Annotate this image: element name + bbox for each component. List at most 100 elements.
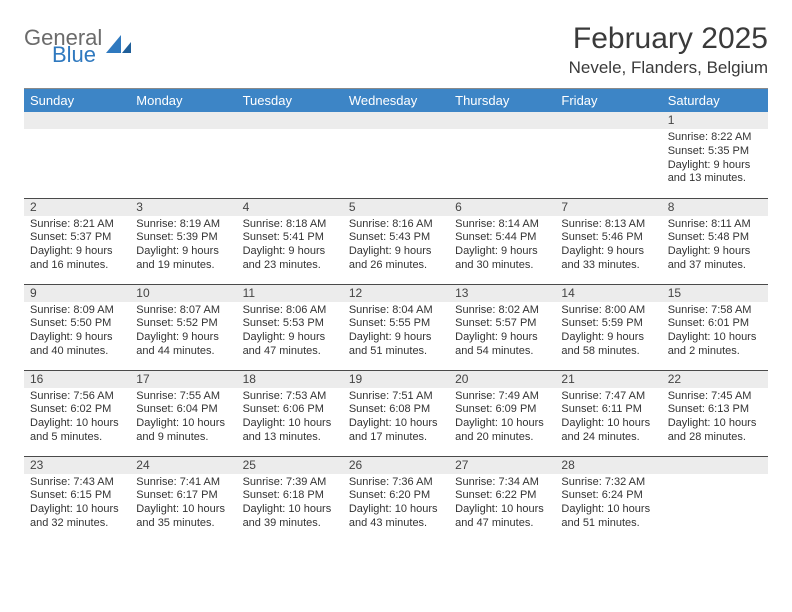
day-detail-line: Sunset: 5:43 PM [349,231,443,245]
logo-text: General Blue [24,28,102,66]
day-detail-line: Sunset: 6:15 PM [30,489,124,503]
day-detail-line: Sunset: 5:48 PM [668,231,762,245]
calendar-cell [343,112,449,198]
header: General Blue February 2025 Nevele, Fland… [24,22,768,78]
day-header: Tuesday [237,89,343,112]
calendar-cell: 23 Sunrise: 7:43 AMSunset: 6:15 PMDayligh… [24,456,130,542]
day-detail-line: Sunrise: 8:07 AM [136,304,230,318]
day-detail-line: Daylight: 9 hours and 47 minutes. [243,331,337,359]
day-number [130,112,236,129]
day-number [555,112,661,129]
day-number: 21 [555,371,661,388]
day-details: Sunrise: 8:00 AMSunset: 5:59 PMDaylight:… [559,304,657,359]
day-detail-line: Daylight: 9 hours and 26 minutes. [349,245,443,273]
day-detail-line: Sunrise: 8:18 AM [243,218,337,232]
day-details: Sunrise: 8:21 AMSunset: 5:37 PMDaylight:… [28,218,126,273]
day-detail-line: Sunrise: 8:09 AM [30,304,124,318]
calendar-body: 1Sunrise: 8:22 AMSunset: 5:35 PMDaylight… [24,112,768,542]
day-number: 23 [24,457,130,474]
day-detail-line: Daylight: 10 hours and 5 minutes. [30,417,124,445]
day-detail-line: Daylight: 10 hours and 20 minutes. [455,417,549,445]
day-detail-line: Daylight: 10 hours and 51 minutes. [561,503,655,531]
calendar-cell: 6 Sunrise: 8:14 AMSunset: 5:44 PMDaylight… [449,198,555,284]
day-number: 7 [555,199,661,216]
day-details: Sunrise: 8:18 AMSunset: 5:41 PMDaylight:… [241,218,339,273]
day-number: 25 [237,457,343,474]
day-details: Sunrise: 8:22 AMSunset: 5:35 PMDaylight:… [666,131,764,186]
day-details: Sunrise: 8:19 AMSunset: 5:39 PMDaylight:… [134,218,232,273]
calendar-cell [130,112,236,198]
day-detail-line: Sunset: 6:13 PM [668,403,762,417]
calendar-cell: 3Sunrise: 8:19 AMSunset: 5:39 PMDaylight… [130,198,236,284]
day-detail-line: Sunrise: 7:51 AM [349,390,443,404]
day-number: 20 [449,371,555,388]
day-details: Sunrise: 7:55 AMSunset: 6:04 PMDaylight:… [134,390,232,445]
day-details: Sunrise: 7:49 AMSunset: 6:09 PMDaylight:… [453,390,551,445]
day-detail-line: Sunrise: 8:11 AM [668,218,762,232]
day-detail-line: Daylight: 9 hours and 37 minutes. [668,245,762,273]
day-details: Sunrise: 8:09 AMSunset: 5:50 PMDaylight:… [28,304,126,359]
calendar-week: 1Sunrise: 8:22 AMSunset: 5:35 PMDaylight… [24,112,768,198]
day-detail-line: Sunset: 5:50 PM [30,317,124,331]
day-details: Sunrise: 7:51 AMSunset: 6:08 PMDaylight:… [347,390,445,445]
day-details: Sunrise: 8:16 AMSunset: 5:43 PMDaylight:… [347,218,445,273]
day-number: 28 [555,457,661,474]
day-detail-line: Sunset: 5:39 PM [136,231,230,245]
day-detail-line: Sunset: 6:11 PM [561,403,655,417]
day-header: Friday [555,89,661,112]
day-detail-line: Sunset: 6:20 PM [349,489,443,503]
calendar-cell: 28Sunrise: 7:32 AMSunset: 6:24 PMDayligh… [555,456,661,542]
day-detail-line: Daylight: 9 hours and 33 minutes. [561,245,655,273]
day-details: Sunrise: 8:06 AMSunset: 5:53 PMDaylight:… [241,304,339,359]
day-details: Sunrise: 7:45 AMSunset: 6:13 PMDaylight:… [666,390,764,445]
day-number: 6 [449,199,555,216]
day-detail-line: Sunrise: 8:22 AM [668,131,762,145]
day-number: 8 [662,199,768,216]
day-detail-line: Sunrise: 7:43 AM [30,476,124,490]
calendar-cell: 19Sunrise: 7:51 AMSunset: 6:08 PMDayligh… [343,370,449,456]
day-detail-line: Sunrise: 8:02 AM [455,304,549,318]
day-detail-line: Sunrise: 8:14 AM [455,218,549,232]
location: Nevele, Flanders, Belgium [569,58,768,78]
day-header: Saturday [662,89,768,112]
day-details: Sunrise: 8:13 AMSunset: 5:46 PMDaylight:… [559,218,657,273]
day-number: 13 [449,285,555,302]
day-detail-line: Daylight: 9 hours and 13 minutes. [668,159,762,187]
day-number: 22 [662,371,768,388]
calendar-cell: 5Sunrise: 8:16 AMSunset: 5:43 PMDaylight… [343,198,449,284]
day-detail-line: Daylight: 10 hours and 17 minutes. [349,417,443,445]
day-detail-line: Sunset: 5:53 PM [243,317,337,331]
day-detail-line: Daylight: 10 hours and 28 minutes. [668,417,762,445]
day-header: Sunday [24,89,130,112]
day-number: 10 [130,285,236,302]
day-detail-line: Daylight: 9 hours and 44 minutes. [136,331,230,359]
calendar-cell: 2Sunrise: 8:21 AMSunset: 5:37 PMDaylight… [24,198,130,284]
day-detail-line: Sunset: 6:18 PM [243,489,337,503]
day-details: Sunrise: 8:02 AMSunset: 5:57 PMDaylight:… [453,304,551,359]
logo: General Blue [24,28,132,66]
day-details: Sunrise: 7:58 AMSunset: 6:01 PMDaylight:… [666,304,764,359]
calendar-cell [24,112,130,198]
day-detail-line: Daylight: 10 hours and 24 minutes. [561,417,655,445]
day-detail-line: Daylight: 10 hours and 9 minutes. [136,417,230,445]
day-details: Sunrise: 8:14 AMSunset: 5:44 PMDaylight:… [453,218,551,273]
day-detail-line: Sunrise: 8:06 AM [243,304,337,318]
day-details: Sunrise: 7:56 AMSunset: 6:02 PMDaylight:… [28,390,126,445]
day-number: 12 [343,285,449,302]
calendar-cell: 16Sunrise: 7:56 AMSunset: 6:02 PMDayligh… [24,370,130,456]
calendar-cell: 27Sunrise: 7:34 AMSunset: 6:22 PMDayligh… [449,456,555,542]
day-detail-line: Sunset: 5:55 PM [349,317,443,331]
day-detail-line: Sunrise: 7:49 AM [455,390,549,404]
day-detail-line: Sunrise: 7:55 AM [136,390,230,404]
day-detail-line: Sunset: 6:09 PM [455,403,549,417]
day-detail-line: Daylight: 10 hours and 35 minutes. [136,503,230,531]
day-details: Sunrise: 7:39 AMSunset: 6:18 PMDaylight:… [241,476,339,531]
day-detail-line: Sunset: 6:17 PM [136,489,230,503]
day-details: Sunrise: 7:43 AMSunset: 6:15 PMDaylight:… [28,476,126,531]
day-number: 14 [555,285,661,302]
calendar-cell [555,112,661,198]
day-detail-line: Sunrise: 7:45 AM [668,390,762,404]
day-detail-line: Sunset: 6:06 PM [243,403,337,417]
day-detail-line: Sunset: 5:46 PM [561,231,655,245]
day-number [237,112,343,129]
